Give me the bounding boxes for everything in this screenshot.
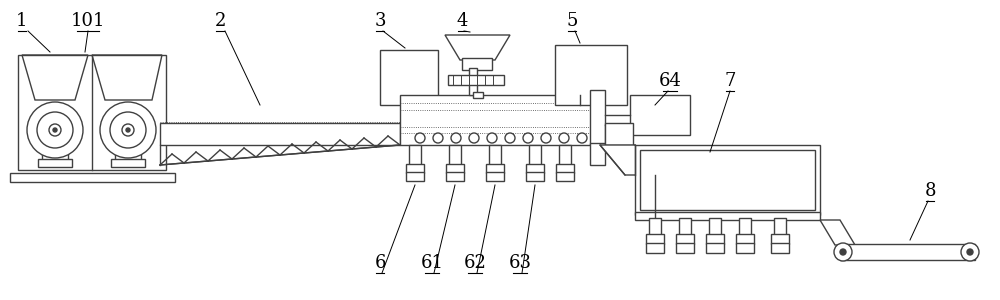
Circle shape (126, 128, 130, 132)
Bar (739, 218, 751, 235)
Bar (771, 234, 789, 244)
Text: 61: 61 (420, 254, 444, 272)
Bar (840, 244, 975, 260)
Circle shape (100, 102, 156, 158)
Circle shape (840, 249, 846, 255)
Bar (469, 68, 477, 95)
Circle shape (27, 102, 83, 158)
Circle shape (967, 249, 973, 255)
Bar (635, 212, 820, 220)
Bar (590, 90, 605, 145)
Bar (771, 243, 789, 253)
Bar (38, 159, 72, 167)
Bar (408, 103, 420, 123)
Bar (646, 243, 664, 253)
Text: 3: 3 (374, 12, 386, 30)
Polygon shape (820, 220, 855, 245)
Bar (526, 164, 544, 173)
Bar (649, 218, 661, 235)
Bar (400, 95, 595, 145)
Bar (709, 218, 721, 235)
Bar (18, 55, 166, 170)
Bar (486, 172, 504, 181)
Bar (556, 172, 574, 181)
Bar (706, 234, 724, 244)
Bar (406, 164, 424, 173)
Bar (559, 145, 571, 165)
Bar (449, 145, 461, 165)
Bar (111, 159, 145, 167)
Bar (646, 234, 664, 244)
Bar (462, 58, 492, 70)
Bar (10, 173, 175, 182)
Bar (473, 92, 483, 98)
Text: 7: 7 (724, 72, 736, 90)
Text: 6: 6 (374, 254, 386, 272)
Bar (446, 164, 464, 173)
Bar (736, 243, 754, 253)
Text: 63: 63 (509, 254, 532, 272)
Circle shape (451, 133, 461, 143)
Text: 5: 5 (566, 12, 578, 30)
Bar (706, 243, 724, 253)
Bar (556, 164, 574, 173)
Bar (529, 145, 541, 165)
Text: 2: 2 (214, 12, 226, 30)
Bar (526, 172, 544, 181)
Bar (635, 145, 820, 215)
Bar (676, 243, 694, 253)
Bar (590, 143, 605, 165)
Bar (676, 234, 694, 244)
Bar (774, 218, 786, 235)
Circle shape (433, 133, 443, 143)
Circle shape (469, 133, 479, 143)
Bar (446, 172, 464, 181)
Bar (448, 75, 504, 85)
Bar (736, 234, 754, 244)
Bar (679, 218, 691, 235)
Circle shape (961, 243, 979, 261)
Polygon shape (600, 145, 660, 175)
Circle shape (487, 133, 497, 143)
Bar (409, 145, 421, 165)
Circle shape (577, 133, 587, 143)
Circle shape (53, 128, 57, 132)
Circle shape (541, 133, 551, 143)
Bar (406, 172, 424, 181)
Bar (555, 45, 627, 105)
Bar (404, 121, 424, 128)
Circle shape (559, 133, 569, 143)
Circle shape (505, 133, 515, 143)
Text: 101: 101 (71, 12, 105, 30)
Circle shape (415, 133, 425, 143)
Text: 8: 8 (924, 182, 936, 200)
Bar (160, 123, 400, 145)
Bar (605, 123, 633, 145)
Bar (486, 164, 504, 173)
Bar (42, 152, 68, 160)
Bar (380, 50, 438, 105)
Bar (489, 145, 501, 165)
Circle shape (523, 133, 533, 143)
Text: 4: 4 (456, 12, 468, 30)
Bar (630, 95, 690, 135)
Text: 62: 62 (464, 254, 486, 272)
Circle shape (834, 243, 852, 261)
Bar (115, 152, 141, 160)
Text: 64: 64 (659, 72, 681, 90)
Text: 1: 1 (16, 12, 28, 30)
Bar (640, 150, 815, 210)
